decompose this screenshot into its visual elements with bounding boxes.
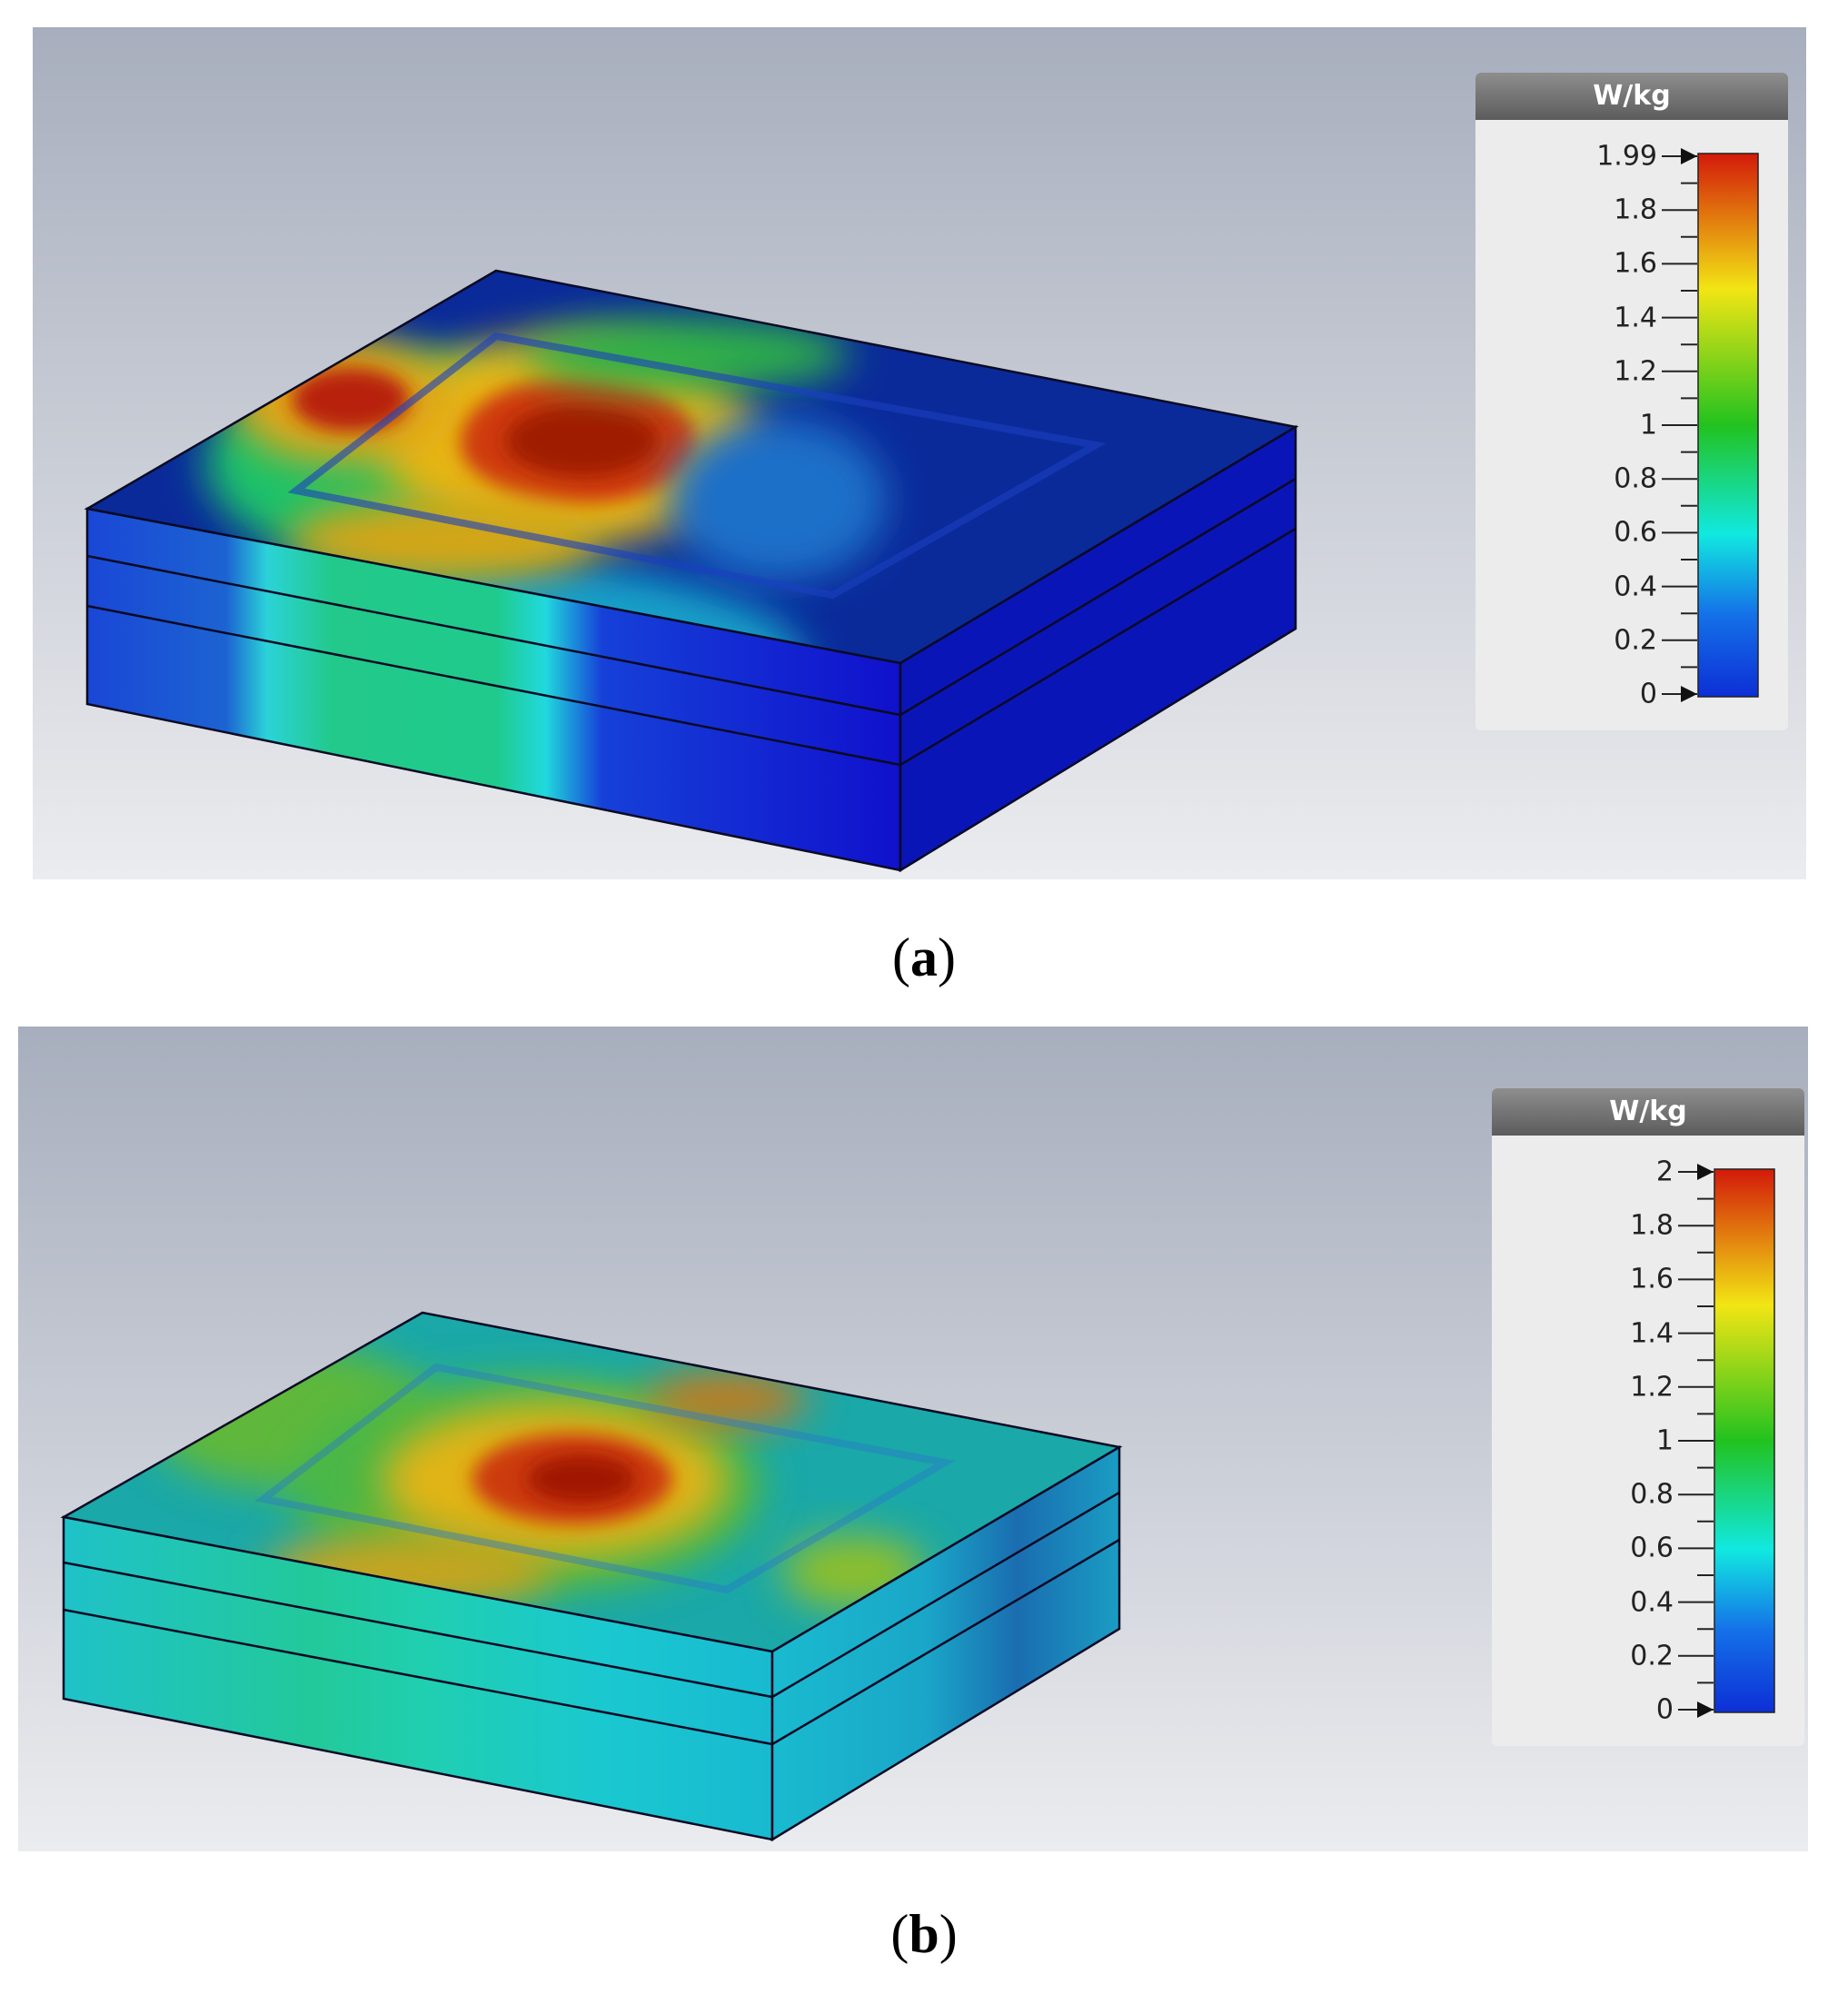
panel-a-caption: (a) (892, 928, 956, 987)
panel-b-colorbar (1678, 1164, 1775, 1718)
panel-a-colorbar-tick-label: 0 (1639, 678, 1657, 710)
panel-b-colorbar-tick-label: 0.8 (1630, 1478, 1674, 1511)
panel-a-colorbar-legend: W/kg 1.99 1.8 1.6 1.4 1.2 1 0.8 0.6 0.4 0.2 0 (1475, 73, 1788, 730)
panel-b-layer-line (63, 1491, 1120, 1699)
panel-b-caption-letter: b (909, 1904, 939, 1964)
panel-a-colorbar-ticks (1662, 148, 1697, 702)
panel-a-colorbar-tick-label: 1.99 (1596, 140, 1657, 173)
panel-b-colorbar-ticks (1678, 1164, 1714, 1718)
panel-a-colorbar-tick-label: 1.2 (1614, 355, 1657, 388)
panel-a-colorbar-tick-label: 0.4 (1614, 570, 1657, 603)
panel-a-legend-unit: W/kg (1475, 73, 1788, 120)
panel-b-colorbar-tick-label: 0 (1655, 1693, 1674, 1726)
panel-b-legend-unit: W/kg (1492, 1088, 1804, 1136)
panel-b-colorbar-tick-label: 1 (1655, 1424, 1674, 1457)
panel-b-colorbar-legend: W/kg 2 1.8 1.6 1.4 1.2 1 0.8 0.6 0.4 0.2 0 (1492, 1088, 1804, 1746)
panel-a-colorbar-tick-label: 1.4 (1614, 302, 1657, 334)
panel-a-layer-line (86, 527, 1297, 767)
panel-b-colorbar-tick-label: 1.6 (1630, 1263, 1674, 1295)
panel-b-colorbar-range-arrow-icon (1697, 1164, 1714, 1180)
panel-a-colorbar-tick-label: 1.6 (1614, 247, 1657, 280)
panel-a-colorbar-tick-label: 1 (1639, 409, 1657, 441)
panel-b-3d-model (18, 1027, 1808, 1851)
panel-b-colorbar-tick-label: 0.4 (1630, 1586, 1674, 1619)
panel-b-colorbar-tick-label: 1.4 (1630, 1317, 1674, 1350)
panel-b-caption: (b) (890, 1904, 958, 1964)
panel-a-caption-letter: a (910, 928, 938, 987)
panel-b-viewport (18, 1027, 1808, 1851)
panel-a-colorbar-range-arrow-icon (1681, 686, 1697, 702)
panel-a-colorbar-tick-label: 0.6 (1614, 516, 1657, 549)
panel-a-colorbar-tick-label: 0.2 (1614, 624, 1657, 657)
panel-a-colorbar (1662, 148, 1759, 702)
panel-b-colorbar-range-arrow-icon (1697, 1701, 1714, 1718)
panel-b-colorbar-tick-label: 1.8 (1630, 1209, 1674, 1242)
panel-a-colorbar-tick-label: 1.8 (1614, 193, 1657, 226)
panel-a-colorbar-gradient (1697, 153, 1759, 698)
panel-b-colorbar-tick-label: 0.2 (1630, 1640, 1674, 1672)
panel-b-colorbar-tick-label: 1.2 (1630, 1371, 1674, 1404)
panel-b-colorbar-gradient (1714, 1168, 1775, 1713)
panel-a-colorbar-tick-label: 0.8 (1614, 462, 1657, 495)
panel-b-colorbar-tick-label: 0.6 (1630, 1532, 1674, 1564)
panel-a-colorbar-range-arrow-icon (1681, 148, 1697, 164)
panel-a-layer-line (86, 477, 1297, 717)
panel-b-colorbar-tick-label: 2 (1655, 1156, 1674, 1188)
panel-b-layer-line (63, 1538, 1120, 1746)
